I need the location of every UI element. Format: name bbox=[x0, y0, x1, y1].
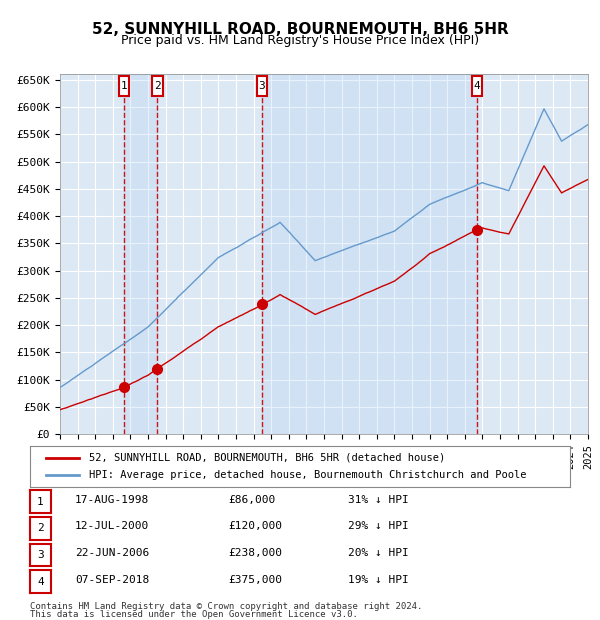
Text: HPI: Average price, detached house, Bournemouth Christchurch and Poole: HPI: Average price, detached house, Bour… bbox=[89, 471, 527, 480]
Text: 3: 3 bbox=[259, 81, 265, 91]
FancyBboxPatch shape bbox=[119, 76, 129, 96]
Text: £375,000: £375,000 bbox=[228, 575, 282, 585]
Text: 29% ↓ HPI: 29% ↓ HPI bbox=[348, 521, 409, 531]
Text: 2: 2 bbox=[154, 81, 161, 91]
Text: Contains HM Land Registry data © Crown copyright and database right 2024.: Contains HM Land Registry data © Crown c… bbox=[30, 601, 422, 611]
Text: This data is licensed under the Open Government Licence v3.0.: This data is licensed under the Open Gov… bbox=[30, 609, 358, 619]
Text: 4: 4 bbox=[473, 81, 480, 91]
Text: £86,000: £86,000 bbox=[228, 495, 275, 505]
Text: 2: 2 bbox=[37, 523, 44, 533]
Text: £120,000: £120,000 bbox=[228, 521, 282, 531]
Text: 52, SUNNYHILL ROAD, BOURNEMOUTH, BH6 5HR: 52, SUNNYHILL ROAD, BOURNEMOUTH, BH6 5HR bbox=[92, 22, 508, 37]
Text: £238,000: £238,000 bbox=[228, 548, 282, 558]
Text: 3: 3 bbox=[37, 550, 44, 560]
Text: 31% ↓ HPI: 31% ↓ HPI bbox=[348, 495, 409, 505]
Text: 4: 4 bbox=[37, 577, 44, 587]
Text: Price paid vs. HM Land Registry's House Price Index (HPI): Price paid vs. HM Land Registry's House … bbox=[121, 34, 479, 47]
Bar bbox=[124, 74, 157, 434]
Text: 07-SEP-2018: 07-SEP-2018 bbox=[75, 575, 149, 585]
Text: 19% ↓ HPI: 19% ↓ HPI bbox=[348, 575, 409, 585]
Text: 17-AUG-1998: 17-AUG-1998 bbox=[75, 495, 149, 505]
Text: 1: 1 bbox=[121, 81, 127, 91]
FancyBboxPatch shape bbox=[152, 76, 163, 96]
FancyBboxPatch shape bbox=[472, 76, 482, 96]
Bar bbox=[262, 74, 477, 434]
Text: 52, SUNNYHILL ROAD, BOURNEMOUTH, BH6 5HR (detached house): 52, SUNNYHILL ROAD, BOURNEMOUTH, BH6 5HR… bbox=[89, 453, 446, 463]
Text: 20% ↓ HPI: 20% ↓ HPI bbox=[348, 548, 409, 558]
FancyBboxPatch shape bbox=[257, 76, 267, 96]
Text: 12-JUL-2000: 12-JUL-2000 bbox=[75, 521, 149, 531]
Text: 22-JUN-2006: 22-JUN-2006 bbox=[75, 548, 149, 558]
Text: 1: 1 bbox=[37, 497, 44, 507]
